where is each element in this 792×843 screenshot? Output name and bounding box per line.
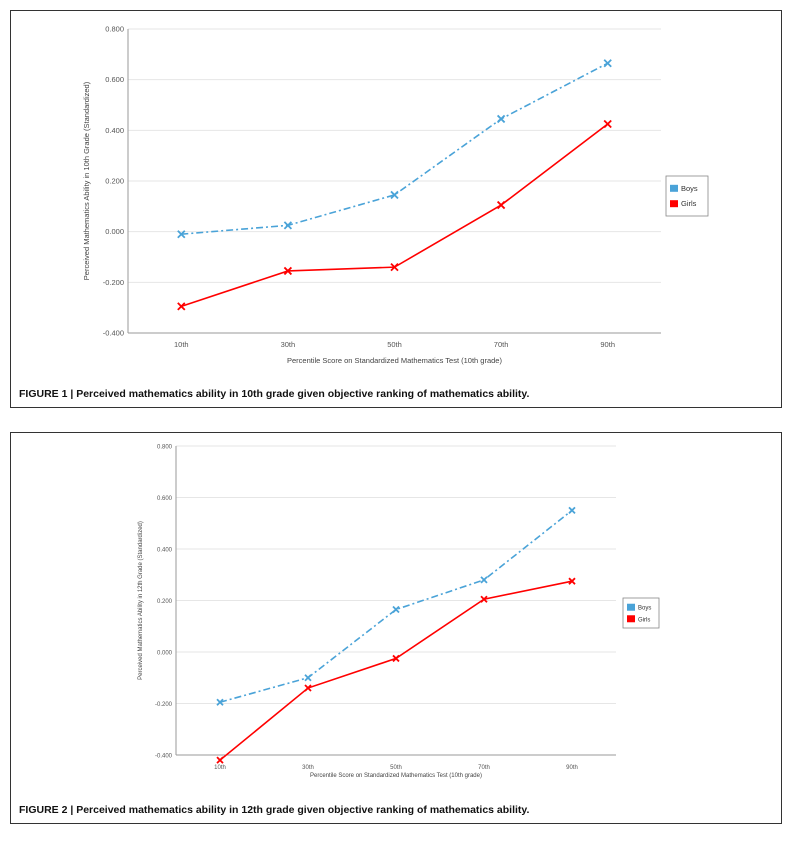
chart2-legend-swatch-boys <box>627 603 635 611</box>
chart1-legend-label-boys: Boys <box>681 184 698 193</box>
chart1-series-girls-point-stroke-b <box>390 262 399 272</box>
chart2-series-girls-point-stroke-b <box>568 577 576 585</box>
chart2-xtick-label: 30th <box>302 765 314 771</box>
chart1-series-boys-point-stroke-b <box>603 59 612 68</box>
figure-1-caption: FIGURE 1 | Perceived mathematics ability… <box>19 388 530 400</box>
chart2-ytick-label: 0.200 <box>157 599 173 605</box>
chart1-legend-swatch-girls <box>670 200 678 208</box>
chart2-ytick-label: 0.600 <box>157 496 173 502</box>
chart1-series-boys-point-stroke-b <box>390 190 399 200</box>
chart2-ytick-label: 0.000 <box>157 651 173 657</box>
chart2-legend-label-boys: Boys <box>638 606 651 612</box>
chart2-xtick-label: 10th <box>214 765 226 771</box>
figure-2-panel: -0.400 -0.200 0.000 0.200 0.400 0.600 0.800 10t… <box>10 432 782 824</box>
chart2-series-girls-point-stroke-b <box>392 654 400 663</box>
chart2-series-boys-point-stroke-b <box>568 506 576 515</box>
chart1-series-boys-point <box>603 59 612 68</box>
chart2-series-girls-point <box>568 577 576 585</box>
figure-2-chart: -0.400 -0.200 0.000 0.200 0.400 0.600 0.800 10t… <box>138 445 660 779</box>
chart1-legend-swatch-boys <box>670 184 678 192</box>
chart2-xtick-label: 70th <box>478 765 490 771</box>
chart1-legend-box <box>665 175 709 217</box>
chart2-x-axis-label: Percentile Score on Standardized Mathema… <box>310 773 482 779</box>
chart2-legend-swatch-girls <box>627 615 635 623</box>
chart2-series-girls-point-stroke-b <box>304 684 312 692</box>
chart1-legend: Boys Girls <box>665 175 709 217</box>
chart1-series-boys-point-stroke-b <box>177 230 186 239</box>
figure-2-caption: FIGURE 2 | Perceived mathematics ability… <box>19 804 530 816</box>
chart1-xtick-label: 50th <box>387 340 402 349</box>
chart2-series-boys-point <box>480 576 488 584</box>
chart2-series-boys-point-stroke-b <box>216 698 224 706</box>
chart2-series-boys-point <box>304 674 312 682</box>
chart2-series-boys-point <box>216 698 224 706</box>
chart2-series-girls-line <box>219 580 573 761</box>
chart2-xtick-label: 50th <box>390 765 402 771</box>
chart1-series-girls-point-stroke-b <box>496 200 506 210</box>
chart2-series-boys-point <box>568 506 576 515</box>
chart2-series-boys-point-stroke-b <box>392 605 400 614</box>
chart1-series-boys-point <box>177 230 186 239</box>
chart2-series-girls-point <box>392 654 400 663</box>
chart1-xtick-label: 90th <box>600 340 615 349</box>
chart1-series-girls-point <box>496 200 506 210</box>
chart1-series-boys-point-stroke-b <box>283 221 293 230</box>
chart1-series-boys-point <box>496 114 506 124</box>
chart1-series-boys-point-stroke-b <box>496 114 506 124</box>
chart1-ytick-label: -0.400 <box>103 329 124 338</box>
chart2-legend-box <box>622 597 660 629</box>
chart1-ytick-label: 0.000 <box>105 227 124 236</box>
chart2-series-girls-point <box>480 595 488 603</box>
chart1-series-girls-point-stroke-b <box>603 119 612 129</box>
chart1-series-girls-point-stroke-b <box>177 302 186 311</box>
chart2-series-girls-point <box>216 756 224 764</box>
chart2-series-boys-point-stroke-b <box>480 576 488 584</box>
chart1-series-girls-point-stroke-b <box>283 266 293 276</box>
chart1-legend-label-girls: Girls <box>681 199 697 208</box>
chart1-ytick-label: 0.600 <box>105 75 124 84</box>
chart1-y-axis-label: Perceived Mathematics Ability in 10th Gr… <box>82 81 91 280</box>
chart2-legend: Boys Girls <box>622 597 660 629</box>
chart2-series-girls-point-stroke-b <box>480 595 488 603</box>
chart1-series-boys-point <box>390 190 399 200</box>
chart2-series-girls-point-stroke-b <box>216 756 224 764</box>
chart1-series-girls-point <box>390 262 399 272</box>
chart2-ytick-label: -0.200 <box>155 702 173 708</box>
chart2-y-axis-label: Perceived Mathematics Ability in 12th Gr… <box>138 521 144 680</box>
chart1-series-boys-line <box>181 62 609 235</box>
chart2-legend-label-girls: Girls <box>638 617 650 623</box>
chart2-series-boys-line <box>219 509 573 703</box>
chart2-ytick-label: 0.800 <box>157 445 173 451</box>
chart1-ytick-label: -0.200 <box>103 278 124 287</box>
figure-1-panel: -0.400 -0.200 0.000 0.200 0.400 0.600 0.800 10t… <box>10 10 782 408</box>
chart2-series-boys-point <box>392 605 400 614</box>
chart1-x-axis-label: Percentile Score on Standardized Mathema… <box>287 356 502 365</box>
chart1-series-boys-point <box>283 221 293 230</box>
chart1-xtick-label: 30th <box>281 340 296 349</box>
chart2-series-boys-point-stroke-b <box>304 674 312 682</box>
chart1-ytick-label: 0.800 <box>105 25 124 34</box>
chart2-series-girls-point <box>304 684 312 692</box>
chart1-series-girls-point <box>177 302 186 311</box>
figure-1-chart: -0.400 -0.200 0.000 0.200 0.400 0.600 0.800 10t… <box>82 25 709 365</box>
chart1-xtick-label: 10th <box>174 340 189 349</box>
chart2-ytick-label: -0.400 <box>155 754 173 760</box>
chart2-ytick-label: 0.400 <box>157 548 173 554</box>
chart1-series-girls-point <box>603 119 612 129</box>
chart1-xtick-label: 70th <box>494 340 509 349</box>
chart1-ytick-label: 0.400 <box>105 126 124 135</box>
chart1-series-girls-line <box>181 123 609 308</box>
chart2-xtick-label: 90th <box>566 765 578 771</box>
chart1-series-girls-point <box>283 266 293 276</box>
chart1-ytick-label: 0.200 <box>105 177 124 186</box>
